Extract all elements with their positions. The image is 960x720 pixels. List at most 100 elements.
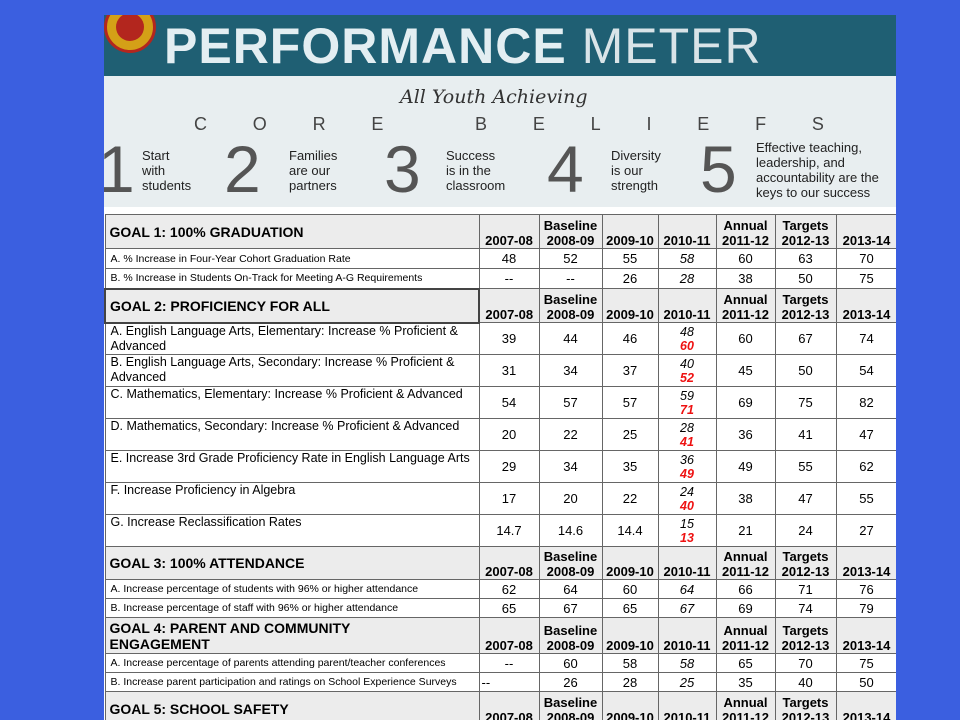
cell: 46 xyxy=(601,322,659,355)
cell: 69 xyxy=(715,598,776,618)
cell: 58 xyxy=(657,248,717,269)
belief-number: 5 xyxy=(700,132,737,206)
cell: 38 xyxy=(715,482,776,515)
cell-actual: 40 52 xyxy=(657,354,717,387)
year-header: 2007-08 xyxy=(478,214,540,249)
cell: 71 xyxy=(774,579,837,599)
cell: 63 xyxy=(774,248,837,269)
core-beliefs-panel: All Youth Achieving C O R E B E L I E F … xyxy=(104,76,896,207)
table-row: A. English Language Arts, Elementary: In… xyxy=(104,322,896,355)
core-letter: E xyxy=(697,114,710,134)
goal-header-row: GOAL 2: PROFICIENCY FOR ALL 2007-08 Base… xyxy=(104,287,896,324)
cell: 47 xyxy=(774,482,837,515)
year-header: 2010-11 xyxy=(657,288,717,323)
cell: 75 xyxy=(774,386,837,419)
goal-title: GOAL 4: PARENT AND COMMUNITY ENGAGEMENT xyxy=(104,617,480,654)
goal-title: GOAL 1: 100% GRADUATION xyxy=(104,214,480,249)
cell: 35 xyxy=(715,672,776,692)
cell: 66 xyxy=(715,579,776,599)
row-label: A. Increase percentage of students with … xyxy=(104,579,480,599)
cell: 14.7 xyxy=(478,514,540,547)
goal-title: GOAL 5: SCHOOL SAFETY xyxy=(104,691,480,720)
cell: 57 xyxy=(538,386,603,419)
table-row: E. Increase 3rd Grade Proficiency Rate i… xyxy=(104,450,896,483)
cell: 58 xyxy=(657,653,717,673)
core-letter: F xyxy=(755,114,767,134)
year-header: Targets 2012-13 xyxy=(774,214,837,249)
belief-text: Effective teaching, leadership, and accoun… xyxy=(756,140,879,200)
cell: 64 xyxy=(538,579,603,599)
year-header: Targets 2012-13 xyxy=(774,546,837,580)
year-header: 2010-11 xyxy=(657,617,717,654)
year-header: 2013-14 xyxy=(835,288,896,323)
year-header: Baseline 2008-09 xyxy=(538,546,603,580)
cell: 14.6 xyxy=(538,514,603,547)
cell-actual: 28 41 xyxy=(657,418,717,451)
cell: 21 xyxy=(715,514,776,547)
row-label: G. Increase Reclassification Rates xyxy=(104,514,480,547)
cell: 26 xyxy=(601,268,659,289)
year-header: 2013-14 xyxy=(835,691,896,720)
table-row: F. Increase Proficiency in Algebra 17 20… xyxy=(104,482,896,515)
core-letter: S xyxy=(811,114,824,134)
cell: 22 xyxy=(601,482,659,515)
cell: 48 xyxy=(478,248,540,269)
cell: 82 xyxy=(835,386,896,419)
year-header: 2007-08 xyxy=(478,546,540,580)
cell-actual: 24 40 xyxy=(657,482,717,515)
cell: 75 xyxy=(835,268,896,289)
cell: 62 xyxy=(478,579,540,599)
cell: 70 xyxy=(835,248,896,269)
row-label: E. Increase 3rd Grade Proficiency Rate i… xyxy=(104,450,480,483)
performance-meter-sheet: PERFORMANCE METER All Youth Achieving C … xyxy=(104,15,896,720)
cell: 67 xyxy=(774,322,837,355)
cell: -- xyxy=(478,653,540,673)
year-header: 2010-11 xyxy=(657,691,717,720)
cell: 74 xyxy=(774,598,837,618)
cell: 39 xyxy=(478,322,540,355)
cell: -- xyxy=(478,672,540,692)
core-letter: E xyxy=(532,114,545,134)
cell: 50 xyxy=(774,268,837,289)
cell: 54 xyxy=(835,354,896,387)
tagline: All Youth Achieving xyxy=(400,86,588,108)
cell-actual: 59 71 xyxy=(657,386,717,419)
belief-number: 1 xyxy=(104,132,135,206)
cell: 44 xyxy=(538,322,603,355)
year-header: 2007-08 xyxy=(478,288,540,323)
cell: 60 xyxy=(601,579,659,599)
year-header: 2009-10 xyxy=(601,214,659,249)
core-letter: C xyxy=(194,114,207,134)
row-label: B. English Language Arts, Secondary: Inc… xyxy=(104,354,480,387)
title-performance: PERFORMANCE xyxy=(164,18,567,74)
cell: 24 xyxy=(774,514,837,547)
cell: 54 xyxy=(478,386,540,419)
cell: 65 xyxy=(601,598,659,618)
cell: 67 xyxy=(657,598,717,618)
cell: 34 xyxy=(538,354,603,387)
page-title: PERFORMANCE METER xyxy=(164,17,762,75)
table-row: A. % Increase in Four-Year Cohort Gradua… xyxy=(104,248,896,269)
year-header: Baseline 2008-09 xyxy=(538,288,603,323)
year-header: Annual 2011-12 xyxy=(715,691,776,720)
year-header: 2009-10 xyxy=(601,617,659,654)
core-letter: L xyxy=(590,114,601,134)
cell: 50 xyxy=(835,672,896,692)
row-label: C. Mathematics, Elementary: Increase % P… xyxy=(104,386,480,419)
cell: 22 xyxy=(538,418,603,451)
year-header: 2010-11 xyxy=(657,546,717,580)
table-row: A. Increase percentage of parents attend… xyxy=(104,653,896,673)
cell: 28 xyxy=(657,268,717,289)
core-beliefs-heading: C O R E B E L I E F S xyxy=(194,114,824,135)
cell: 25 xyxy=(657,672,717,692)
cell: 47 xyxy=(835,418,896,451)
year-header: 2009-10 xyxy=(601,288,659,323)
cell: 60 xyxy=(715,248,776,269)
year-header: 2013-14 xyxy=(835,546,896,580)
cell: 64 xyxy=(657,579,717,599)
goal-header-row: GOAL 3: 100% ATTENDANCE 2007-08 Baseline… xyxy=(104,546,896,580)
cell: -- xyxy=(478,268,540,289)
goal-header-row: GOAL 4: PARENT AND COMMUNITY ENGAGEMENT 2… xyxy=(104,617,896,654)
year-header: 2013-14 xyxy=(835,214,896,249)
table-row: G. Increase Reclassification Rates 14.7 … xyxy=(104,514,896,547)
